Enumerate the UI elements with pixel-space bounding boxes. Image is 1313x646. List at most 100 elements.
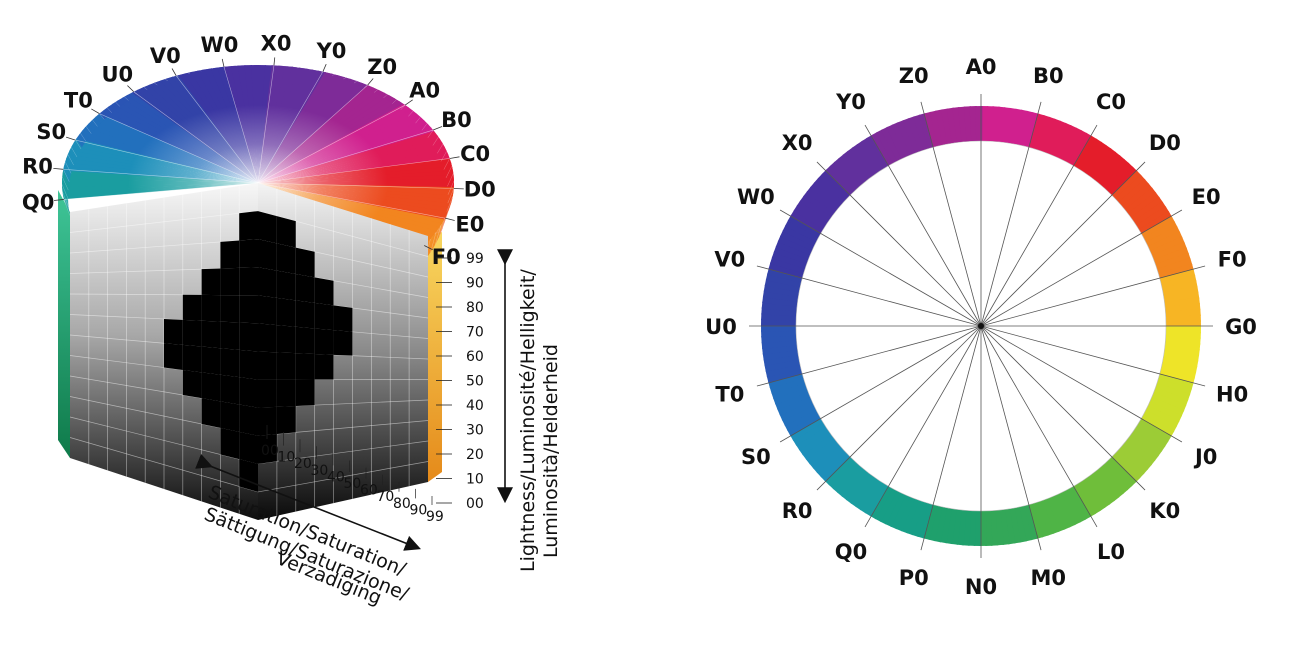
hue-wheel-center <box>978 323 984 329</box>
hue-wheel-label: P0 <box>899 566 929 590</box>
solid-rim-slice <box>62 174 69 193</box>
hue-wheel-segment <box>876 129 899 164</box>
solid-rim-line <box>63 169 70 182</box>
color-swatch <box>201 372 221 402</box>
hue-wheel-segment <box>805 437 838 465</box>
solid-rim-line <box>443 158 450 170</box>
hue-wheel-segment <box>1117 446 1149 475</box>
hue-wheel-segment <box>1118 178 1150 207</box>
hue-wheel-segment <box>773 245 809 265</box>
color-swatch <box>220 321 240 350</box>
hue-wheel-spoke <box>816 161 982 327</box>
saturation-tick-label: 60 <box>360 483 378 499</box>
hue-wheel-segment <box>795 425 829 451</box>
hue-wheel-segment <box>802 433 835 460</box>
lightness-tick-label: 99 <box>466 251 484 267</box>
solid-rim-slice <box>71 142 80 157</box>
hue-wheel-segment <box>1080 478 1106 512</box>
hue-wheel-segment <box>895 496 915 532</box>
hue-wheel-segment <box>765 273 802 288</box>
solid-rim-slice <box>440 211 449 235</box>
hue-wheel-segment <box>1143 221 1178 244</box>
hue-wheel-label: Z0 <box>899 64 929 88</box>
hue-wheel-segment <box>1108 166 1138 197</box>
hue-wheel-segment <box>902 118 921 154</box>
color-swatch <box>333 330 353 356</box>
solid-label-leader <box>65 136 76 141</box>
solid-rim-slice <box>284 66 294 68</box>
color-swatch <box>182 319 202 347</box>
color-swatch <box>295 326 315 354</box>
color-swatch <box>220 348 240 378</box>
solid-rim-line <box>80 132 87 142</box>
solid-label-leader <box>404 99 413 106</box>
color-swatch <box>220 295 240 323</box>
solid-rim-slice <box>78 130 88 144</box>
hue-wheel-segment <box>771 251 808 269</box>
solid-rim-line <box>75 139 82 150</box>
hue-wheel-segment <box>766 367 803 383</box>
color-swatch <box>276 243 296 274</box>
lightness-tick-label: 40 <box>466 398 484 414</box>
hue-wheel-segment <box>1072 483 1096 518</box>
color-swatch <box>239 431 258 464</box>
saturation-tick-label: 10 <box>278 450 296 466</box>
solid-rim-slice <box>66 153 74 170</box>
hue-wheel-segment <box>1022 504 1038 541</box>
solid-label-leader <box>433 126 443 131</box>
hue-wheel-segment <box>1135 422 1169 448</box>
hue-wheel-segment <box>1042 118 1062 154</box>
hue-wheel-segment <box>1032 501 1049 538</box>
solid-rim-line <box>408 110 414 117</box>
hue-wheel-segment <box>775 391 811 411</box>
hue-wheel-segment <box>765 363 802 378</box>
hue-wheel-segment <box>884 492 906 527</box>
lightness-tick-label: 80 <box>466 300 484 316</box>
hue-wheel-segment <box>869 485 893 520</box>
solid-label-leader <box>91 108 100 114</box>
hue-wheel-segment <box>781 404 817 426</box>
hue-wheel-segment <box>1100 463 1129 495</box>
hue-wheel-segment <box>810 181 842 210</box>
lightness-axis-label-1: Lightness/Luminosité/Helligkeit/ <box>517 269 539 572</box>
solid-rim-slice <box>62 190 70 211</box>
color-swatch <box>314 302 334 331</box>
hue-wheel-spoke <box>864 325 982 528</box>
hue-wheel-segment <box>1156 378 1192 396</box>
hue-wheel-segment <box>1027 503 1044 539</box>
hue-wheel-segment <box>1033 115 1051 151</box>
hue-wheel-segment <box>1038 116 1056 153</box>
hue-wheel-segment <box>1114 449 1145 479</box>
hue-wheel-segment <box>1046 496 1066 532</box>
solid-rim-slice <box>297 67 307 70</box>
color-swatch <box>258 406 277 436</box>
hue-wheel-segment <box>906 499 924 536</box>
color-swatch <box>258 239 277 271</box>
hue-wheel-label: B0 <box>1033 64 1064 88</box>
hue-wheel-segment <box>1154 383 1191 401</box>
color-swatch <box>314 277 334 306</box>
hue-wheel-label: U0 <box>705 315 737 339</box>
solid-rim-line <box>64 161 72 174</box>
solid-rim-slice <box>63 161 72 179</box>
hue-wheel-segment <box>1000 107 1012 143</box>
hue-wheel-segment <box>911 501 929 537</box>
solid-rim-slice <box>62 194 70 216</box>
hue-wheel-segment <box>782 224 817 247</box>
solid-rim-line <box>373 89 378 93</box>
hue-wheel-segment <box>793 204 827 230</box>
solid-rim-slice <box>428 230 438 256</box>
hue-wheel-segment <box>761 301 798 312</box>
hue-wheel-label: S0 <box>741 445 771 469</box>
hue-wheel-segment <box>1060 127 1083 162</box>
hue-wheel-segment <box>1055 492 1076 528</box>
solid-rim-line <box>106 107 112 113</box>
solid-label-leader <box>127 85 135 93</box>
solid-hue-label: B0 <box>441 108 472 132</box>
hue-wheel-segment <box>764 358 801 372</box>
hue-wheel-segment <box>1142 409 1178 433</box>
hue-wheel-segment <box>851 143 878 177</box>
hue-wheel-segment <box>1050 495 1071 530</box>
hue-wheel-segment <box>1104 162 1134 193</box>
hue-wheel-segment <box>798 429 832 456</box>
